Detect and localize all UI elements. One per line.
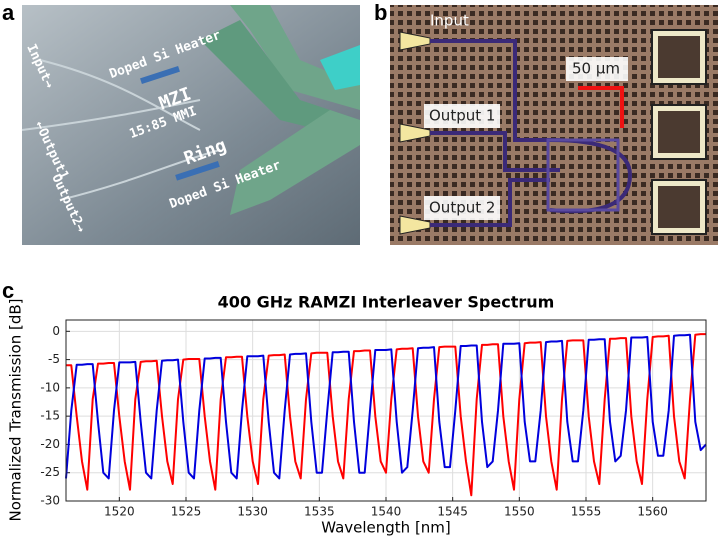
y-tick-label: -5 [48, 352, 60, 366]
chart-title: 400 GHz RAMZI Interleaver Spectrum [218, 293, 555, 312]
panel-b-micrograph [390, 5, 718, 245]
y-axis-label: Normalized Transmission [dB] [7, 298, 25, 521]
panel-label: a [2, 0, 15, 25]
x-tick-label: 1560 [637, 505, 668, 519]
x-tick-label: 1550 [504, 505, 535, 519]
series-line [65, 333, 707, 480]
x-tick-label: 1555 [571, 505, 602, 519]
panel-label: c [2, 278, 14, 303]
y-tick-label: -30 [40, 494, 60, 508]
series-line [66, 333, 706, 497]
x-axis-label: Wavelength [nm] [321, 519, 451, 537]
label-text: Input [430, 12, 469, 30]
scale-bar-label: 50 µm [572, 60, 620, 78]
label-text: Output 2 [429, 199, 495, 217]
label-text: Output 1 [429, 107, 495, 125]
panel-a-render [21, 5, 360, 245]
plot-frame [65, 319, 707, 502]
y-tick-label: -25 [40, 465, 60, 479]
x-tick-label: 1525 [171, 505, 202, 519]
x-tick-label: 1545 [437, 505, 468, 519]
x-tick-label: 1540 [371, 505, 402, 519]
x-tick-label: 1535 [304, 505, 335, 519]
y-tick-label: 0 [52, 324, 60, 338]
panel-label: b [374, 0, 387, 25]
y-tick-label: -15 [40, 409, 60, 423]
y-tick-label: -10 [40, 380, 60, 394]
x-tick-label: 1520 [104, 505, 135, 519]
x-tick-label: 1530 [237, 505, 268, 519]
y-tick-label: -20 [40, 437, 60, 451]
